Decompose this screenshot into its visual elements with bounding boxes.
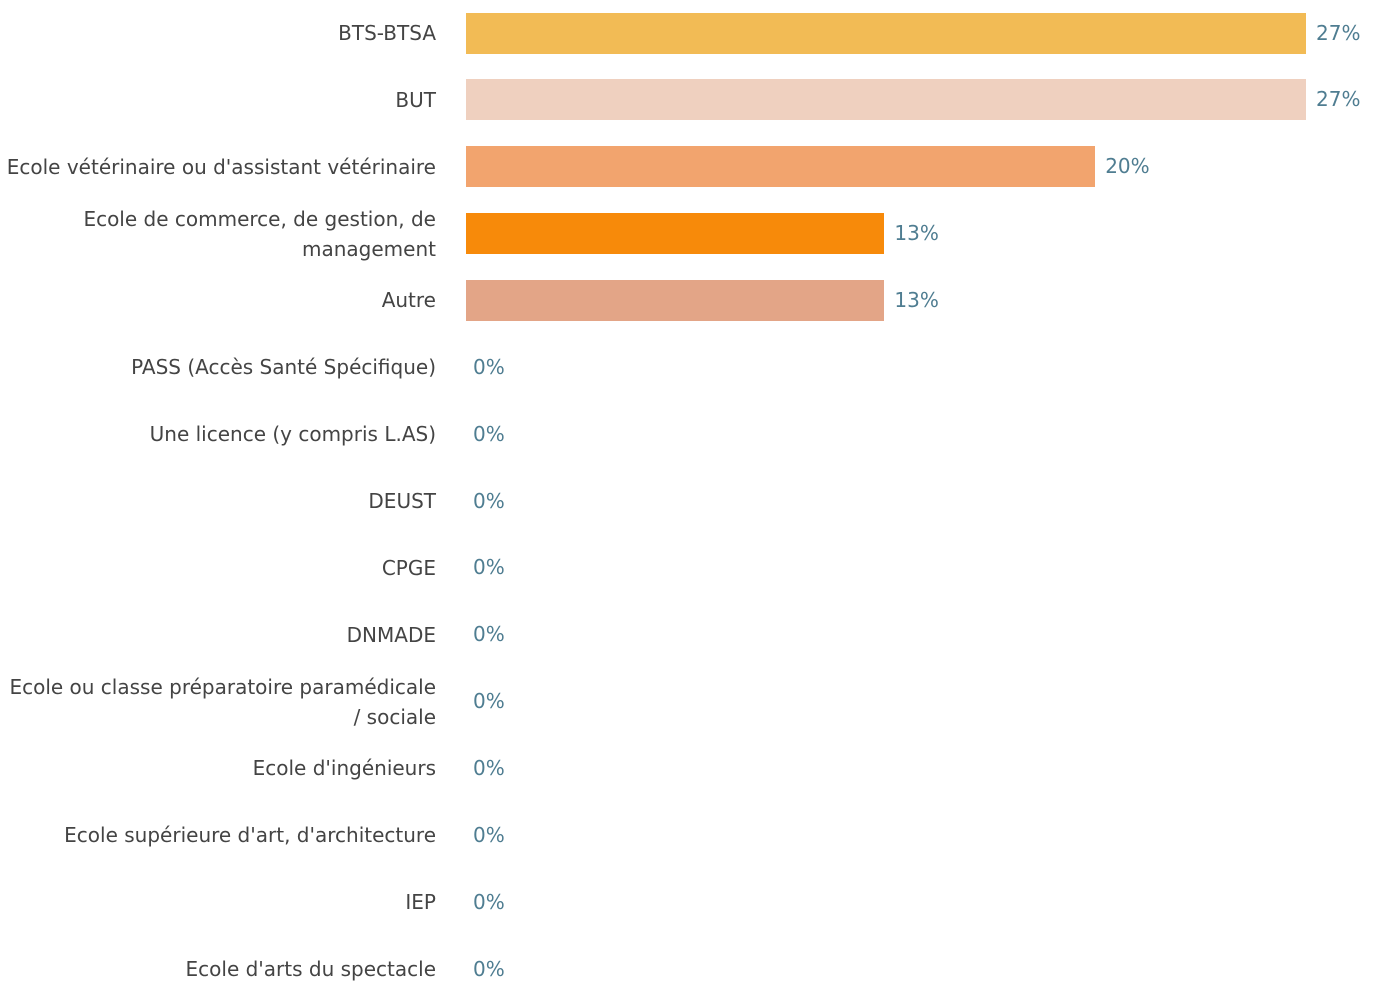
- category-text: Ecole d'arts du spectacle: [185, 957, 436, 981]
- bar: [466, 279, 885, 321]
- category-label: Ecole vétérinaire ou d'assistant vétérin…: [0, 134, 436, 200]
- bar: [466, 79, 1306, 121]
- category-label: Autre: [0, 267, 436, 333]
- category-label: BUT: [0, 67, 436, 133]
- value-label: 13%: [894, 221, 939, 246]
- category-label: Ecole d'ingénieurs: [0, 735, 436, 801]
- category-text: BTS-BTSA: [338, 21, 436, 45]
- category-label: PASS (Accès Santé Spécifique): [0, 334, 436, 400]
- value-label: 27%: [1316, 87, 1361, 112]
- bar: [466, 12, 1306, 54]
- category-text: PASS (Accès Santé Spécifique): [131, 355, 436, 380]
- value-label: 20%: [1105, 154, 1150, 179]
- category-label: IEP: [0, 869, 436, 935]
- category-label: Ecole ou classe préparatoire paramédical…: [0, 669, 436, 735]
- value-label: 0%: [473, 689, 505, 714]
- bar: [466, 213, 885, 255]
- category-label: Ecole supérieure d'art, d'architecture: [0, 802, 436, 868]
- category-text: Ecole vétérinaire ou d'assistant vétérin…: [6, 154, 436, 179]
- category-text: Ecole ou classe préparatoire paramédical…: [9, 674, 436, 729]
- category-text: DNMADE: [346, 622, 436, 647]
- category-label: CPGE: [0, 535, 436, 601]
- value-label: 0%: [473, 622, 505, 647]
- category-text: DEUST: [368, 489, 436, 513]
- value-label: 0%: [473, 488, 505, 513]
- category-text: IEP: [405, 890, 436, 915]
- category-text: Ecole d'ingénieurs: [252, 756, 436, 781]
- bar: [466, 146, 1096, 188]
- category-text: BUT: [395, 87, 436, 112]
- category-label: DNMADE: [0, 602, 436, 668]
- value-label: 0%: [473, 956, 505, 981]
- category-label: DEUST: [0, 468, 436, 534]
- value-label: 0%: [473, 421, 505, 446]
- value-label: 27%: [1316, 20, 1361, 45]
- value-label: 13%: [894, 287, 939, 312]
- category-label: Une licence (y compris L.AS): [0, 401, 436, 467]
- category-text: Une licence (y compris L.AS): [149, 422, 436, 447]
- value-label: 0%: [473, 889, 505, 914]
- category-label: BTS-BTSA: [0, 0, 436, 66]
- category-text: Autre: [381, 288, 436, 313]
- category-text: CPGE: [381, 555, 436, 580]
- value-label: 0%: [473, 755, 505, 780]
- value-label: 0%: [473, 822, 505, 847]
- value-label: 0%: [473, 555, 505, 580]
- category-text: Ecole supérieure d'art, d'architecture: [64, 823, 436, 848]
- category-label: Ecole de commerce, de gestion, de manage…: [0, 201, 436, 267]
- category-text: Ecole de commerce, de gestion, de manage…: [83, 206, 436, 261]
- category-label: Ecole d'arts du spectacle: [0, 936, 436, 982]
- value-label: 0%: [473, 354, 505, 379]
